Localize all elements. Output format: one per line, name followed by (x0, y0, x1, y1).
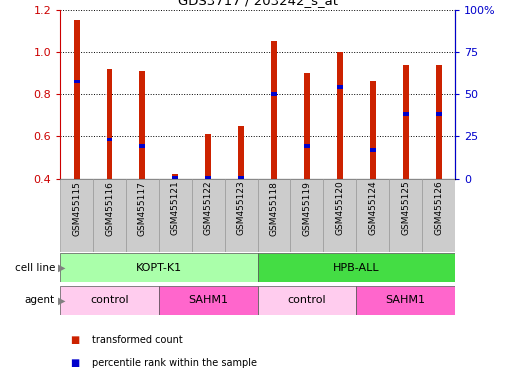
Bar (159, 286, 257, 315)
Bar (173, 174, 178, 179)
Bar (271, 41, 277, 179)
Text: KOPT-K1: KOPT-K1 (136, 263, 182, 273)
Bar (370, 148, 376, 152)
Text: ▶: ▶ (58, 263, 65, 273)
Text: GSM455120: GSM455120 (335, 181, 344, 235)
Bar (436, 65, 441, 179)
Text: GSM455116: GSM455116 (105, 181, 114, 236)
Bar (403, 112, 408, 116)
Bar (225, 179, 257, 252)
Bar (304, 144, 310, 148)
Text: ■: ■ (71, 358, 80, 368)
Bar (93, 179, 126, 252)
Bar (60, 286, 159, 315)
Bar (436, 112, 441, 116)
Text: GSM455125: GSM455125 (401, 181, 410, 235)
Text: control: control (288, 295, 326, 306)
Bar (271, 92, 277, 96)
Bar (323, 179, 356, 252)
Bar (422, 179, 455, 252)
Text: GSM455121: GSM455121 (171, 181, 180, 235)
Bar (192, 179, 225, 252)
Bar (126, 179, 159, 252)
Bar (370, 81, 376, 179)
Bar (257, 179, 290, 252)
Bar (238, 175, 244, 179)
Text: GSM455126: GSM455126 (434, 181, 443, 235)
Text: SAHM1: SAHM1 (385, 295, 426, 306)
Text: GSM455117: GSM455117 (138, 181, 147, 236)
Text: transformed count: transformed count (92, 335, 183, 345)
Text: GSM455115: GSM455115 (72, 181, 81, 236)
Text: control: control (90, 295, 129, 306)
Text: SAHM1: SAHM1 (188, 295, 228, 306)
Bar (205, 134, 211, 179)
Bar (337, 85, 343, 89)
Bar (107, 69, 112, 179)
Bar (107, 137, 112, 141)
Bar (60, 179, 93, 252)
Bar (205, 175, 211, 179)
Bar (74, 20, 79, 179)
Text: ▶: ▶ (58, 295, 65, 306)
Text: cell line: cell line (15, 263, 55, 273)
Bar (257, 286, 356, 315)
Bar (337, 52, 343, 179)
Text: HPB-ALL: HPB-ALL (333, 263, 380, 273)
Text: GSM455118: GSM455118 (269, 181, 279, 236)
Text: agent: agent (25, 295, 55, 306)
Bar (389, 179, 422, 252)
Bar (60, 253, 257, 282)
Bar (304, 73, 310, 179)
Text: GSM455122: GSM455122 (204, 181, 213, 235)
Bar (403, 65, 408, 179)
Bar (173, 175, 178, 179)
Bar (257, 253, 455, 282)
Text: GSM455124: GSM455124 (368, 181, 377, 235)
Text: GSM455119: GSM455119 (302, 181, 311, 236)
Bar (290, 179, 323, 252)
Bar (238, 126, 244, 179)
Bar (159, 179, 192, 252)
Text: ■: ■ (71, 335, 80, 345)
Text: percentile rank within the sample: percentile rank within the sample (92, 358, 256, 368)
Text: GSM455123: GSM455123 (236, 181, 246, 235)
Bar (140, 144, 145, 148)
Bar (140, 71, 145, 179)
Bar (74, 79, 79, 83)
Bar (356, 179, 389, 252)
Bar (356, 286, 455, 315)
Title: GDS3717 / 203242_s_at: GDS3717 / 203242_s_at (178, 0, 337, 7)
